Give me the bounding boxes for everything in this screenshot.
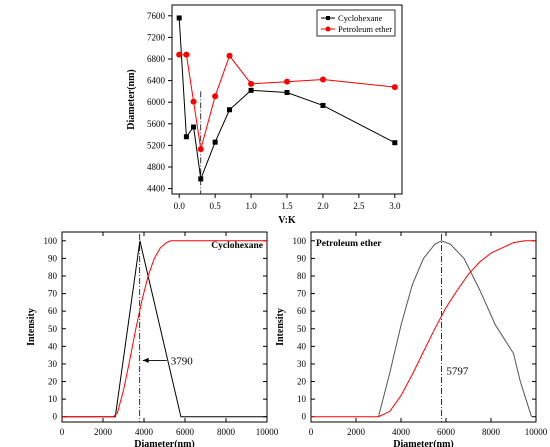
y-tick-label: 100 <box>44 236 58 246</box>
chart-label: Petroleum ether <box>316 239 382 249</box>
data-point <box>212 93 219 100</box>
y-axis-title: Intensity <box>275 308 286 346</box>
x-tick-label: 2000 <box>94 427 113 437</box>
x-tick-label: 8000 <box>482 427 501 437</box>
y-tick-label: 10 <box>48 394 58 404</box>
y-tick-label: 50 <box>48 324 58 334</box>
top-chart: 0.0 0.5 1.0 1.5 2.0 2.5 3.0 4400 4800 5200 5600 600… <box>126 4 403 226</box>
y-tick-label: 60 <box>297 306 307 316</box>
x-axis-title: V:K <box>278 215 296 226</box>
x-axis-title: Diameter(nm) <box>393 439 454 447</box>
x-tick-label: 1.5 <box>281 201 293 211</box>
y-tick-label: 60 <box>48 306 58 316</box>
x-tick-label: 10000 <box>256 427 279 437</box>
series-0-line <box>378 240 532 417</box>
y-tick-label: 80 <box>48 271 58 281</box>
data-point <box>197 146 204 153</box>
y-tick-label: 20 <box>297 377 307 387</box>
data-point <box>183 51 190 58</box>
x-tick-label: 2000 <box>347 427 366 437</box>
series-1-line <box>62 240 267 418</box>
x-tick-label: 0.5 <box>210 201 222 211</box>
cyclohexane-chart: 0 2000 4000 6000 8000 10000 0 10 20 30 40 50 60 70 80 9… <box>26 231 279 447</box>
x-tick-label: 2.0 <box>317 201 329 211</box>
data-point <box>284 89 290 95</box>
data-point <box>227 107 232 113</box>
x-tick-label: 0 <box>60 427 65 437</box>
data-point <box>392 140 398 146</box>
plot-frame <box>310 231 537 423</box>
data-point <box>190 98 197 105</box>
x-tick-label: 10000 <box>525 427 548 437</box>
y-tick-label: 5600 <box>147 119 166 129</box>
x-tick-label: 6000 <box>176 427 195 437</box>
y-tick-label: 6000 <box>147 97 166 107</box>
data-point <box>183 134 189 140</box>
x-tick-label: 8000 <box>217 427 236 437</box>
x-tick-label: 0.0 <box>174 201 186 211</box>
y-tick-label: 40 <box>297 341 307 351</box>
y-tick-label: 7200 <box>147 32 166 42</box>
y-tick-label: 6400 <box>147 76 166 86</box>
y-tick-label: 70 <box>297 289 307 299</box>
petroleum-chart: 0 2000 4000 6000 8000 10000 0 10 20 30 40 50 60 70 80 9… <box>275 231 548 447</box>
y-tick-label: 40 <box>48 341 58 351</box>
legend-label: Petroleum ether <box>338 24 392 34</box>
y-tick-label: 90 <box>48 253 58 263</box>
chart-label: Cyclohexane <box>211 241 263 251</box>
legend-marker <box>325 26 331 32</box>
x-tick-label: 4000 <box>392 427 411 437</box>
x-tick-label: 2.5 <box>353 201 365 211</box>
y-tick-label: 20 <box>48 377 58 387</box>
data-point <box>212 139 218 145</box>
y-tick-label: 70 <box>48 289 58 299</box>
data-point <box>284 78 290 85</box>
plot-frame <box>61 231 268 423</box>
series-0-line <box>62 240 267 418</box>
y-tick-label: 4800 <box>147 162 166 172</box>
annotation-arrowhead <box>142 357 149 363</box>
x-tick-label: 0 <box>309 427 314 437</box>
data-point <box>320 102 326 108</box>
x-tick-label: 1.0 <box>245 201 257 211</box>
data-point <box>176 51 183 58</box>
data-point <box>248 80 255 87</box>
data-point <box>198 176 204 182</box>
y-tick-label: 0 <box>302 412 307 422</box>
data-point <box>191 124 197 130</box>
y-tick-label: 4400 <box>147 184 166 194</box>
y-tick-label: 5200 <box>147 140 166 150</box>
cyclohexane-line <box>178 17 396 181</box>
y-tick-label: 50 <box>297 324 307 334</box>
x-axis-title: Diameter(nm) <box>134 439 195 447</box>
y-tick-label: 10 <box>297 394 307 404</box>
y-tick-label: 90 <box>297 253 307 263</box>
y-tick-label: 80 <box>297 271 307 281</box>
x-tick-label: 4000 <box>135 427 154 437</box>
y-tick-label: 100 <box>293 236 307 246</box>
y-tick-label: 7600 <box>147 11 166 21</box>
petroleum-ether-line <box>179 54 395 150</box>
data-point <box>248 87 254 93</box>
data-point <box>319 76 326 83</box>
legend-marker <box>326 16 330 20</box>
y-axis-title: Intensity <box>26 308 37 346</box>
annotation-label: 5797 <box>446 366 469 378</box>
data-point <box>226 52 233 59</box>
y-axis-title: Diameter(nm) <box>126 69 137 130</box>
annotation-label: 3790 <box>171 355 194 367</box>
legend-label: Cyclohexane <box>338 13 383 23</box>
legend-box <box>316 9 396 37</box>
series-1-line <box>311 240 536 418</box>
y-tick-label: 30 <box>297 359 307 369</box>
data-point <box>176 15 182 21</box>
data-point <box>391 84 398 91</box>
x-tick-label: 6000 <box>437 427 456 437</box>
y-tick-label: 6800 <box>147 54 166 64</box>
x-tick-label: 3.0 <box>389 201 401 211</box>
y-tick-label: 0 <box>53 412 58 422</box>
y-tick-label: 30 <box>48 359 58 369</box>
